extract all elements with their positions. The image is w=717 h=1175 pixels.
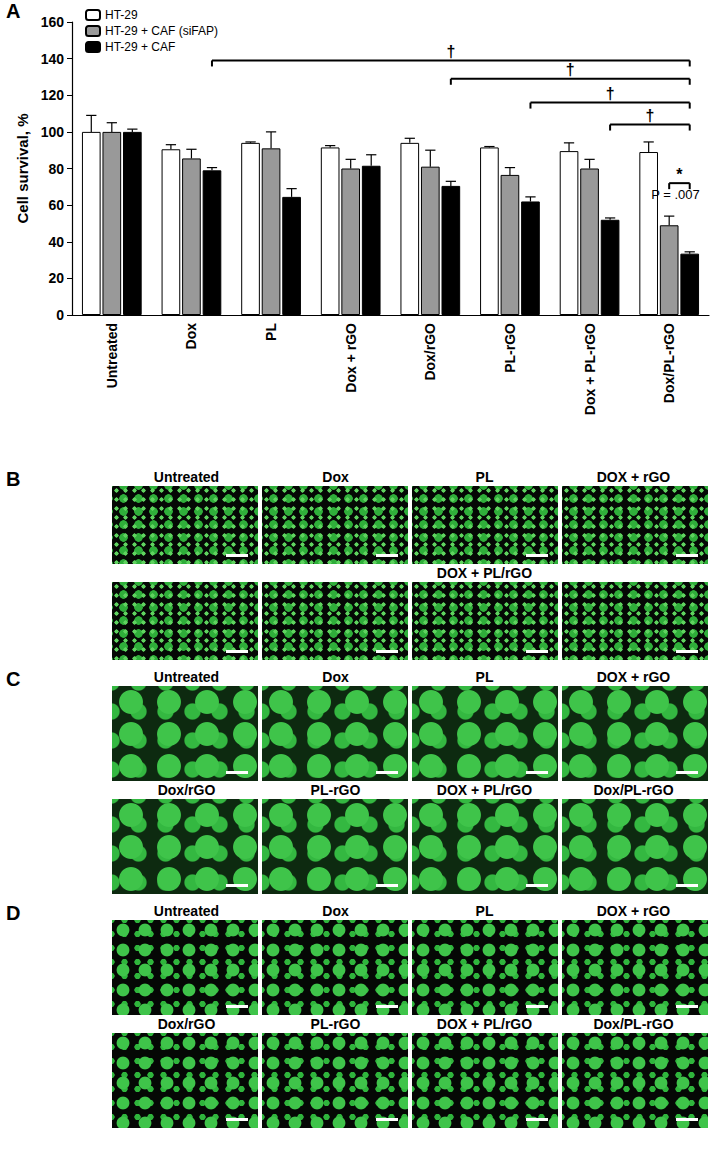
svg-text:20: 20 (48, 270, 64, 286)
html-text:PL-rGO: PL-rGO (310, 782, 361, 798)
html-text:A: A (6, 0, 21, 22)
html-text:D: D (6, 902, 21, 924)
html-text:DOX + PL/rGO: DOX + PL/rGO (436, 782, 533, 798)
svg-text:Dox + rGO: Dox + rGO (343, 323, 359, 393)
svg-text:P = .007: P = .007 (651, 187, 700, 202)
html-text:DOX + PL/rGO: DOX + PL/rGO (436, 565, 533, 581)
svg-text:†: † (645, 107, 654, 124)
svg-text:†: † (606, 85, 615, 102)
html-text:Untreated: Untreated (153, 469, 220, 485)
svg-text:*: * (676, 166, 683, 183)
html-text:Untreated: Untreated (153, 669, 220, 685)
svg-text:120: 120 (41, 87, 65, 103)
html-text:Dox/rGO: Dox/rGO (157, 782, 216, 798)
html-text:Dox/PL-rGO: Dox/PL-rGO (593, 782, 674, 798)
html-text:Dox: Dox (322, 903, 349, 919)
svg-text:80: 80 (48, 161, 64, 177)
svg-text:†: † (566, 61, 575, 78)
svg-text:Dox/PL-rGO: Dox/PL-rGO (661, 323, 677, 403)
html-text:DOX + PL/rGO: DOX + PL/rGO (436, 1016, 533, 1032)
svg-text:0: 0 (56, 307, 64, 323)
svg-text:40: 40 (48, 234, 64, 250)
svg-text:PL: PL (263, 323, 279, 341)
svg-text:160: 160 (41, 14, 65, 30)
html-text:C: C (6, 668, 21, 690)
html-text:Dox/rGO: Dox/rGO (157, 1016, 216, 1032)
svg-text:60: 60 (48, 197, 64, 213)
svg-text:Dox/rGO: Dox/rGO (422, 323, 438, 381)
svg-text:PL-rGO: PL-rGO (502, 323, 518, 373)
html-text:DOX + rGO: DOX + rGO (596, 669, 671, 685)
svg-text:Untreated: Untreated (104, 323, 120, 388)
svg-text:Dox + PL-rGO: Dox + PL-rGO (582, 323, 598, 415)
html-text:PL: PL (475, 903, 494, 919)
html-text:DOX + rGO: DOX + rGO (596, 469, 671, 485)
html-text:Dox/PL-rGO: Dox/PL-rGO (593, 1016, 674, 1032)
html-text:DOX + rGO: DOX + rGO (596, 903, 671, 919)
svg-text:HT-29 + CAF: HT-29 + CAF (105, 40, 175, 54)
html-text:PL: PL (475, 469, 494, 485)
html-text:PL: PL (475, 669, 494, 685)
svg-text:Dox: Dox (183, 323, 199, 350)
svg-text:Cell survival, %: Cell survival, % (14, 113, 31, 223)
html-text:Dox: Dox (322, 669, 349, 685)
svg-text:140: 140 (41, 51, 65, 67)
svg-text:HT-29: HT-29 (105, 8, 138, 22)
svg-text:HT-29 + CAF (siFAP): HT-29 + CAF (siFAP) (105, 24, 218, 38)
html-text:PL-rGO: PL-rGO (310, 1016, 361, 1032)
html-text:B: B (6, 468, 21, 490)
svg-text:†: † (446, 43, 455, 60)
html-text:Dox: Dox (322, 469, 349, 485)
html-text:Untreated: Untreated (153, 903, 220, 919)
svg-text:100: 100 (41, 124, 65, 140)
